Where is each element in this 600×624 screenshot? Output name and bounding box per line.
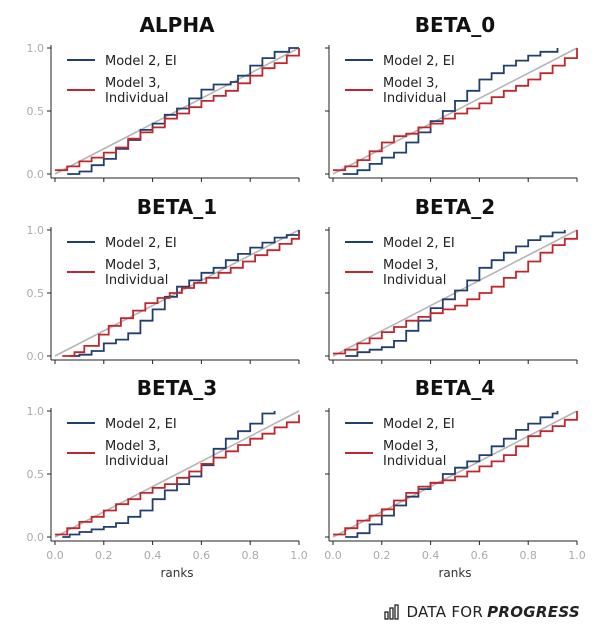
series-line-model-2 [345,230,566,357]
x-tick-label: 0.8 [519,549,537,562]
series-line-model-3 [333,48,578,172]
legend-label-line: Individual [105,454,168,469]
series-line-model-2 [342,48,559,175]
legend-label-model-2: Model 2, EI [105,54,177,69]
panel-beta-3: BETA_3 0.0 0.5 1.0 0.0 0.2 0.4 0.6 0.8 1.0 ranks Mo… [27,376,308,580]
legend-label-model-2: Model 2, EI [105,417,177,432]
panel-title: BETA_2 [415,195,495,219]
y-tick-label: 1.0 [27,405,45,418]
x-axis-label: ranks [438,566,471,580]
legend: Model 2, EI Model 3, Individual [345,54,455,106]
series-line-model-3 [333,230,578,355]
series-line-model-2 [62,411,276,538]
legend-label-model-3: Model 3, Individual [383,439,446,469]
y-tick-label: 0.5 [27,105,45,118]
legend-label-model-2: Model 2, EI [383,54,455,69]
brand-footer: DATA FOR PROGRESS [384,601,580,623]
x-axis-label: ranks [160,566,193,580]
series-line-model-3 [55,48,300,172]
x-tick-label: 0.4 [422,549,440,562]
legend-label-line: Model 3, [105,439,161,454]
legend-label-model-3: Model 3, Individual [383,258,446,288]
y-tick-label: 0.0 [27,168,45,181]
series-line-model-2 [67,47,299,175]
legend-label-model-3: Model 3, Individual [383,76,446,106]
legend-label-line: Individual [383,454,446,469]
legend-label-line: Model 3, [105,76,161,91]
x-tick-label: 0.0 [324,549,342,562]
legend-label-model-2: Model 2, EI [383,236,455,251]
y-tick-label: 0.0 [27,531,45,544]
legend: Model 2, EI Model 3, Individual [67,417,177,469]
legend-label-line: Individual [105,273,168,288]
legend-label-model-3: Model 3, Individual [105,76,168,106]
x-tick-label: 0.0 [46,549,64,562]
legend-label-model-2: Model 2, EI [105,236,177,251]
legend-label-line: Model 3, [383,439,439,454]
x-tick-label: 1.0 [568,549,586,562]
legend-label-model-2: Model 2, EI [383,417,455,432]
panel-title: BETA_3 [137,376,217,400]
y-tick-label: 1.0 [27,224,45,237]
bar-chart-icon [384,604,400,620]
legend: Model 2, EI Model 3, Individual [345,236,455,288]
panel-title: BETA_1 [137,195,217,219]
legend-label-line: Model 3, [105,258,161,273]
panel-beta-4: BETA_4 0.0 0.2 0.4 0.6 0.8 1.0 ranks Model 2, EI… [324,376,586,580]
legend-label-model-3: Model 3, Individual [105,439,168,469]
panel-beta-1: BETA_1 0.0 0.5 1.0 Model 2, EI Model 3, Indivi… [27,195,300,364]
x-tick-label: 0.6 [193,549,211,562]
series-line-model-3 [333,411,578,536]
x-tick-label: 0.2 [95,549,113,562]
panel-title: BETA_0 [415,13,495,37]
series-line-model-2 [69,230,300,357]
panel-beta-2: BETA_2 Model 2, EI Model 3, Individual [325,195,578,364]
y-tick-label: 0.5 [27,468,45,481]
legend-label-line: Model 3, [383,258,439,273]
legend: Model 2, EI Model 3, Individual [67,54,177,106]
legend-label-model-3: Model 3, Individual [105,258,168,288]
y-tick-label: 0.5 [27,287,45,300]
x-tick-label: 0.6 [471,549,489,562]
legend: Model 2, EI Model 3, Individual [67,236,177,288]
y-tick-label: 1.0 [27,42,45,55]
panel-beta-0: BETA_0 Model 2, EI Model 3, Individual [325,13,578,182]
x-tick-label: 0.4 [144,549,162,562]
panel-alpha: ALPHA 0.0 0.5 1.0 Model 2, EI Model 3, Individ… [27,13,300,182]
series-line-model-3 [62,232,300,357]
brand-bold: PROGRESS [487,603,580,621]
legend-label-line: Individual [105,91,168,106]
x-tick-label: 0.8 [241,549,259,562]
panel-title: ALPHA [139,13,215,37]
legend-label-line: Model 3, [383,76,439,91]
x-tick-label: 0.2 [373,549,391,562]
y-tick-label: 0.0 [27,350,45,363]
x-tick-label: 1.0 [290,549,308,562]
legend-label-line: Individual [383,273,446,288]
brand-name: DATA FOR PROGRESS [406,603,580,621]
legend: Model 2, EI Model 3, Individual [345,417,455,469]
brand-prefix: DATA FOR [406,603,484,621]
panel-title: BETA_4 [415,376,495,400]
legend-label-line: Individual [383,91,446,106]
series-line-model-3 [55,414,300,536]
